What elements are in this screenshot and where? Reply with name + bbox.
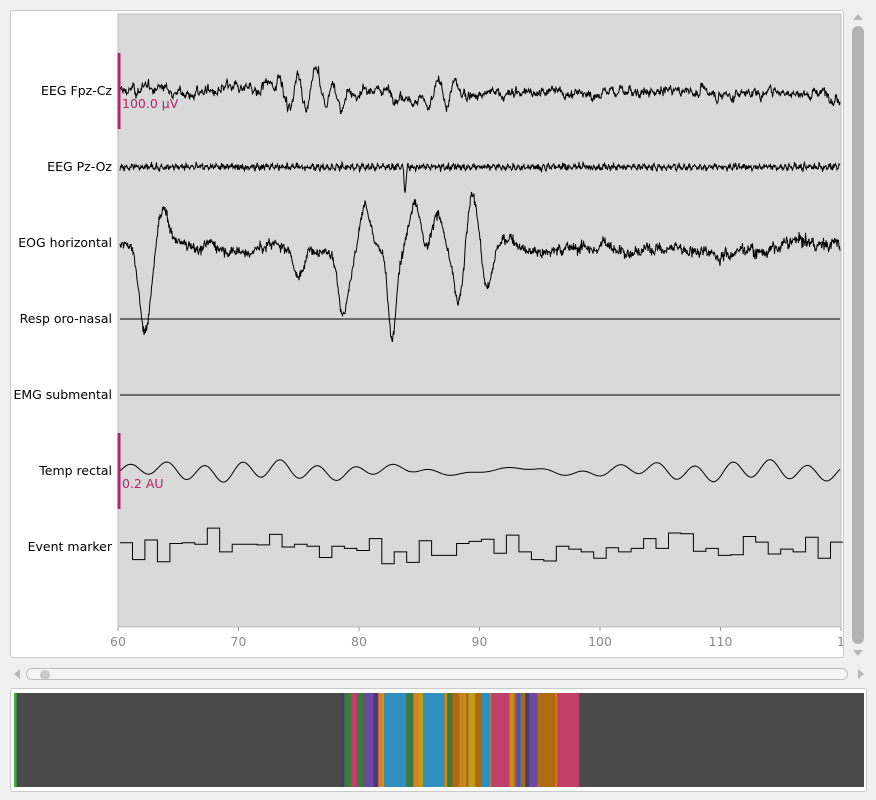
channel-label[interactable]: EMG submental (13, 387, 112, 402)
channel-trace (119, 191, 841, 343)
scale-bar-label: 0.2 AU (122, 476, 164, 491)
annotation-segment (364, 693, 374, 787)
annotation-segment (344, 693, 352, 787)
annotation-segment (520, 693, 522, 787)
horizontal-scroll-thumb[interactable] (40, 670, 50, 680)
annotation-segments (341, 693, 580, 787)
annotation-segment (555, 693, 558, 787)
horizontal-scrollbar[interactable] (10, 666, 866, 682)
channel-trace (120, 527, 843, 565)
annotation-segment (491, 693, 510, 787)
channel-label[interactable]: EOG horizontal (18, 235, 112, 250)
channel-trace (119, 66, 841, 115)
channel-label[interactable]: EEG Pz-Oz (47, 159, 112, 174)
channel-labels: EEG Fpz-Cz EEG Pz-Oz EOG horizontal Resp or… (13, 83, 112, 554)
annotation-segment (351, 693, 358, 787)
annotation-segment (557, 693, 578, 787)
x-tick-label: 90 (472, 634, 488, 649)
annotation-segment (475, 693, 482, 787)
time-axis: 60 70 80 90 100 110 1 Time (s) (110, 627, 844, 658)
channel-label[interactable]: Event marker (28, 539, 113, 554)
annotation-segment (490, 693, 492, 787)
vertical-scroll-thumb[interactable] (852, 26, 864, 644)
x-tick-label: 1 (837, 634, 844, 649)
overview-view-indicator[interactable] (14, 693, 17, 787)
channel-trace (119, 459, 841, 483)
annotation-segment (516, 693, 521, 787)
overview-bar[interactable] (10, 688, 867, 792)
x-axis-label: Time (s) (456, 656, 508, 658)
channel-label[interactable]: Temp rectal (38, 463, 112, 478)
annotation-segment (452, 693, 460, 787)
annotation-segment (481, 693, 491, 787)
annotation-segment (406, 693, 414, 787)
scroll-left-icon[interactable] (14, 669, 20, 679)
annotation-segment (509, 693, 515, 787)
annotation-segment (459, 693, 463, 787)
annotation-segment (521, 693, 526, 787)
annotation-segment (529, 693, 538, 787)
x-tick-label: 110 (709, 634, 733, 649)
annotation-segment (577, 693, 580, 787)
scale-bar-label: 100.0 µV (122, 96, 179, 111)
channel-label[interactable]: EEG Fpz-Cz (41, 83, 112, 98)
signal-browser-panel[interactable]: 100.0 µV 0.2 AU EEG Fpz-Cz EEG Pz-Oz EOG ho… (10, 10, 844, 658)
annotation-segment (373, 693, 379, 787)
x-tick-label: 80 (351, 634, 367, 649)
annotation-segment (413, 693, 418, 787)
annotation-overview[interactable] (14, 693, 864, 787)
signal-plot[interactable]: 100.0 µV 0.2 AU EEG Fpz-Cz EEG Pz-Oz EOG ho… (11, 11, 844, 658)
annotation-segment (341, 693, 345, 787)
scroll-right-icon[interactable] (858, 669, 864, 679)
signal-traces (119, 66, 843, 565)
annotation-segment (357, 693, 365, 787)
x-tick-label: 70 (231, 634, 247, 649)
scale-bars: 100.0 µV 0.2 AU (117, 53, 179, 509)
scroll-down-icon[interactable] (853, 650, 863, 656)
annotation-segment (381, 693, 385, 787)
annotation-segment (384, 693, 407, 787)
annotation-segment (423, 693, 445, 787)
scroll-up-icon[interactable] (853, 14, 863, 20)
annotation-segment (514, 693, 517, 787)
horizontal-scroll-track[interactable] (26, 668, 848, 680)
vertical-scrollbar[interactable] (850, 12, 866, 658)
annotation-segment (466, 693, 469, 787)
plot-area[interactable] (117, 13, 842, 628)
annotation-segment (378, 693, 382, 787)
annotation-segment (417, 693, 424, 787)
x-tick-label: 60 (110, 634, 126, 649)
annotation-segment (447, 693, 453, 787)
channel-trace (119, 160, 841, 193)
annotation-segment (525, 693, 530, 787)
annotation-segment (444, 693, 448, 787)
annotation-segment (462, 693, 467, 787)
annotation-segment (468, 693, 476, 787)
x-tick-label: 100 (588, 634, 612, 649)
annotation-segment (537, 693, 556, 787)
channel-label[interactable]: Resp oro-nasal (20, 311, 112, 326)
